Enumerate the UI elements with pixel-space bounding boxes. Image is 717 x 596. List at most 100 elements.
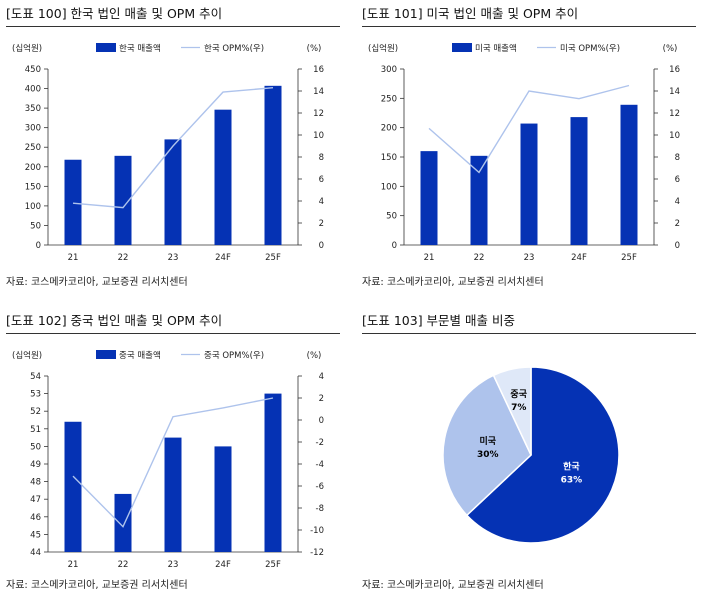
y-tick-label: 200 [25, 163, 41, 173]
x-tick-label: 24F [215, 560, 231, 570]
legend-bar-swatch [96, 350, 116, 359]
y-tick-label: 400 [25, 85, 41, 95]
legend-bar-label: 미국 매출액 [475, 43, 517, 54]
title-rule [6, 26, 340, 27]
y2-tick-label: 16 [669, 65, 680, 75]
bar-24F [570, 117, 588, 245]
y2-tick-label: 10 [313, 131, 324, 141]
pie-label: 미국 [479, 435, 496, 447]
y-tick-label: 49 [30, 460, 41, 470]
panel-title: [도표 100] 한국 법인 매출 및 OPM 추이 [6, 6, 223, 21]
y2-tick-label: 4 [675, 197, 680, 207]
y-tick-label: 250 [25, 143, 41, 153]
y-axis-label: (십억원) [12, 350, 42, 361]
y2-tick-label: -4 [316, 460, 324, 470]
y-tick-label: 50 [386, 212, 397, 222]
y2-tick-label: 2 [319, 219, 324, 229]
panel-title: [도표 101] 미국 법인 매출 및 OPM 추이 [362, 6, 579, 21]
pie-slice-한국 [465, 366, 620, 544]
x-tick-label: 21 [68, 253, 79, 263]
pie-label: 한국 [563, 460, 580, 472]
source-note: 자료: 코스메카코리아, 교보증권 리서치센터 [6, 277, 188, 288]
legend-line-label: 한국 OPM%(우) [204, 44, 264, 54]
y-tick-label: 250 [381, 94, 397, 104]
bar-22 [470, 155, 488, 245]
x-tick-label: 23 [168, 560, 179, 570]
x-tick-label: 23 [168, 253, 179, 263]
opm-line [72, 397, 274, 528]
legend-bar-swatch [96, 43, 116, 52]
title-rule [362, 333, 696, 334]
y2-tick-label: -10 [310, 526, 324, 536]
y2-tick-label: 12 [313, 109, 324, 119]
y2-tick-label: 16 [313, 65, 324, 75]
x-tick-label: 21 [68, 560, 79, 570]
panel-china: [도표 102] 중국 법인 매출 및 OPM 추이 (십억원) (%) 중국 매출… [6, 312, 348, 594]
pie-slice-중국 [492, 366, 532, 456]
source-note: 자료: 코스메카코리아, 교보증권 리서치센터 [6, 580, 188, 591]
y2-tick-label: 8 [675, 153, 680, 163]
y2-tick-label: 14 [313, 87, 324, 97]
bar-24F [214, 446, 232, 552]
title-rule [362, 26, 696, 27]
x-tick-label: 25F [265, 253, 281, 263]
y2-tick-label: 0 [319, 416, 324, 426]
y-tick-label: 300 [25, 124, 41, 134]
pie-value-label: 30% [477, 450, 499, 460]
y-tick-label: 54 [30, 372, 41, 382]
pie-label: 중국 [510, 389, 527, 400]
bar-23 [520, 123, 538, 245]
y2-tick-label: 0 [675, 241, 680, 251]
x-tick-label: 22 [118, 253, 129, 263]
bar-21 [420, 151, 438, 245]
legend-bar-label: 한국 매출액 [119, 43, 161, 54]
x-tick-label: 21 [424, 253, 435, 263]
y-axis-label: (십억원) [12, 43, 42, 54]
bar-21 [64, 159, 82, 245]
panel-mix: [도표 103] 부문별 매출 비중 한국 63% 미국 30% 중국 7% 자료: 코스… [362, 312, 704, 594]
chart-korea: (십억원) (%)한국 매출액 한국 OPM%(우)0501001502002503… [12, 43, 324, 263]
y2-tick-label: 0 [319, 241, 324, 251]
y2-tick-label: 8 [319, 153, 324, 163]
y2-axis-label: (%) [663, 44, 678, 54]
panel-korea: [도표 100] 한국 법인 매출 및 OPM 추이 (십억원) (%) 한국 매출… [6, 5, 348, 291]
y2-tick-label: 4 [319, 197, 324, 207]
panel-title: [도표 103] 부문별 매출 비중 [362, 313, 516, 328]
y2-tick-label: 2 [675, 219, 680, 229]
y-tick-label: 350 [25, 104, 41, 114]
x-tick-label: 23 [524, 253, 535, 263]
pie-value-label: 7% [511, 403, 526, 413]
y2-tick-label: -8 [316, 504, 324, 514]
y2-tick-label: 6 [319, 175, 324, 185]
y-tick-label: 150 [25, 182, 41, 192]
bar-25F [620, 104, 638, 245]
bar-25F [264, 85, 282, 245]
y2-axis-label: (%) [307, 351, 322, 361]
bar-25F [264, 393, 282, 552]
y-tick-label: 50 [30, 442, 41, 452]
y-tick-label: 300 [381, 65, 397, 75]
y-tick-label: 52 [30, 407, 41, 417]
y-tick-label: 0 [36, 241, 41, 251]
y2-axis-label: (%) [307, 44, 322, 54]
bar-22 [114, 493, 132, 552]
pie-value-label: 63% [561, 475, 583, 485]
x-tick-label: 24F [215, 253, 231, 263]
y2-tick-label: 12 [669, 109, 680, 119]
x-tick-label: 25F [621, 253, 637, 263]
y-tick-label: 53 [30, 390, 41, 400]
y-tick-label: 47 [30, 495, 41, 505]
chart-pie: 한국 63% 미국 30% 중국 7% [442, 366, 620, 544]
bar-24F [214, 109, 232, 245]
pie-slice-미국 [442, 374, 532, 517]
y-tick-label: 450 [25, 65, 41, 75]
y2-tick-label: 6 [675, 175, 680, 185]
title-rule [6, 333, 340, 334]
y-tick-label: 50 [30, 221, 41, 231]
chart-china: (십억원) (%) 중국 매출액 중국 OPM%(우) 44 45 46 47 48 49 50 51… [12, 350, 324, 570]
y-tick-label: 200 [381, 124, 397, 134]
y-tick-label: 44 [30, 548, 41, 558]
panel-title: [도표 102] 중국 법인 매출 및 OPM 추이 [6, 313, 223, 328]
legend-line-label: 미국 OPM%(우) [560, 44, 620, 54]
source-note: 자료: 코스메카코리아, 교보증권 리서치센터 [362, 277, 544, 288]
